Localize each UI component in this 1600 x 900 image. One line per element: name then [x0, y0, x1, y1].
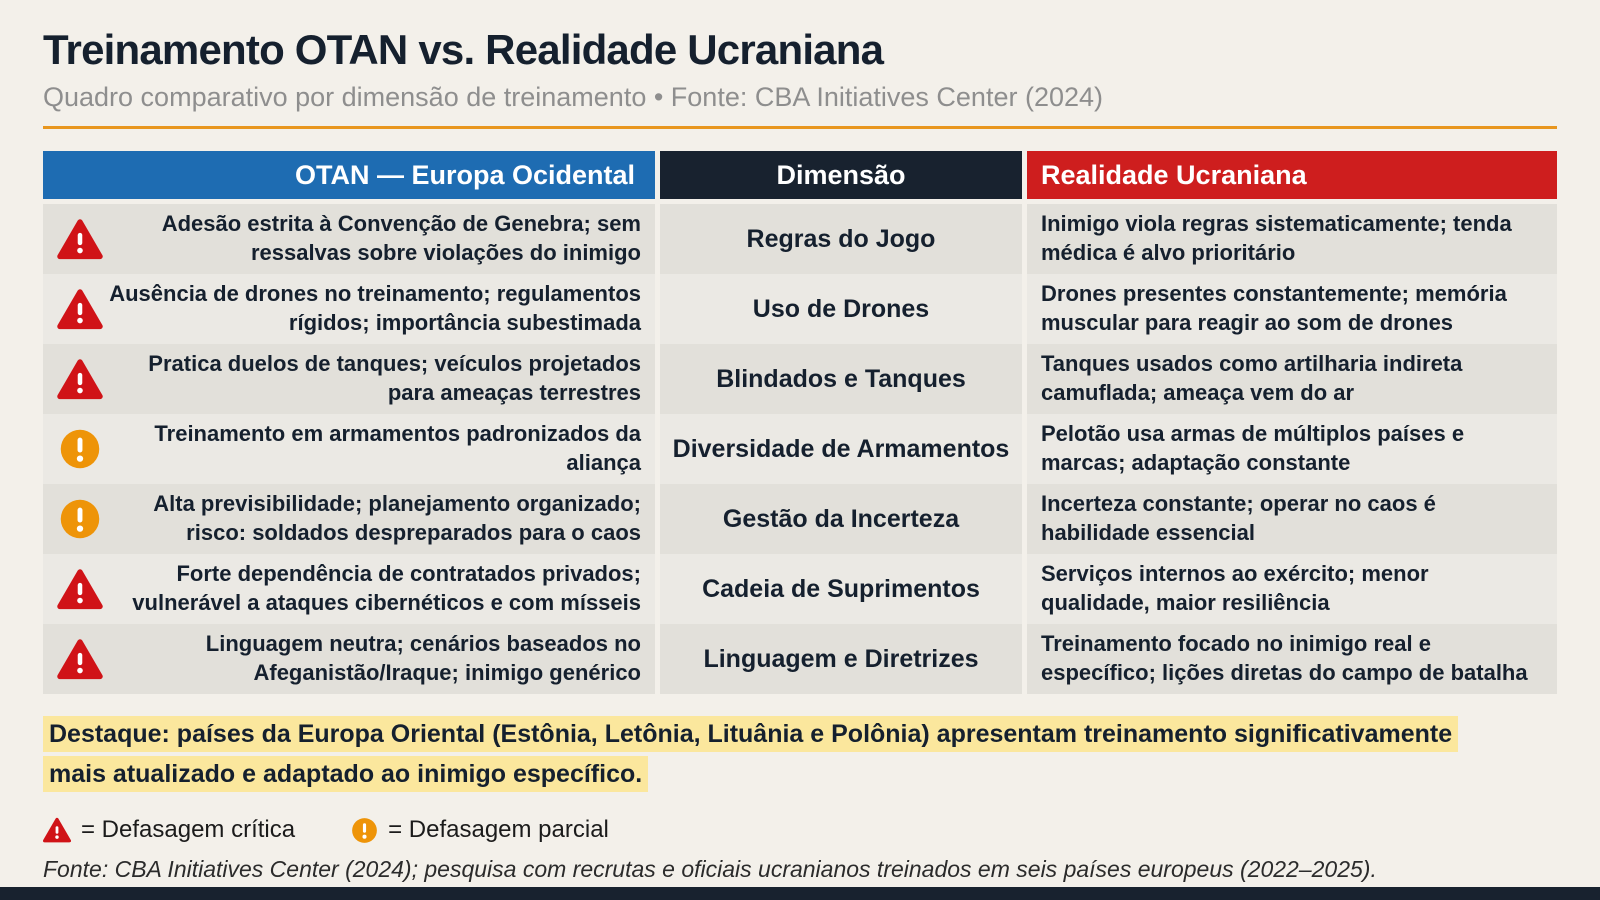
table-row: Ausência de drones no treinamento; regul…: [43, 274, 1557, 344]
ucrania-cell: Inimigo viola regras sistematicamente; t…: [1027, 204, 1557, 274]
otan-cell: Adesão estrita à Convenção de Genebra; s…: [43, 204, 655, 274]
otan-cell: Pratica duelos de tanques; veículos proj…: [43, 344, 655, 414]
legend-partial-label: = Defasagem parcial: [388, 816, 609, 843]
legend-item-partial: = Defasagem parcial: [351, 816, 609, 844]
dimension-cell: Linguagem e Diretrizes: [660, 624, 1022, 694]
otan-text: Adesão estrita à Convenção de Genebra; s…: [161, 211, 641, 265]
otan-text: Ausência de drones no treinamento; regul…: [109, 281, 641, 335]
divider-rule: [43, 126, 1557, 129]
severity-icon-wrap: [51, 638, 109, 680]
dimension-cell: Gestão da Incerteza: [660, 484, 1022, 554]
highlight-callout: Destaque: países da Europa Oriental (Est…: [43, 714, 1513, 794]
table-row: Pratica duelos de tanques; veículos proj…: [43, 344, 1557, 414]
dimension-cell: Diversidade de Armamentos: [660, 414, 1022, 484]
otan-text: Linguagem neutra; cenários baseados no A…: [205, 631, 641, 685]
legend-critical-label: = Defasagem crítica: [81, 816, 296, 843]
dimension-cell: Blindados e Tanques: [660, 344, 1022, 414]
legend-item-critical: = Defasagem crítica: [43, 816, 295, 844]
table-body: Adesão estrita à Convenção de Genebra; s…: [43, 204, 1557, 694]
severity-icon-wrap: [51, 428, 109, 470]
table-row: Treinamento em armamentos padronizados d…: [43, 414, 1557, 484]
severity-icon-wrap: [51, 288, 109, 330]
table-row: Forte dependência de contratados privado…: [43, 554, 1557, 624]
column-header-otan: OTAN — Europa Ocidental: [43, 151, 655, 199]
dimension-cell: Regras do Jogo: [660, 204, 1022, 274]
otan-cell: Forte dependência de contratados privado…: [43, 554, 655, 624]
ucrania-cell: Serviços internos ao exército; menor qua…: [1027, 554, 1557, 624]
warning-triangle-icon: [57, 639, 103, 680]
alert-circle-icon: [60, 429, 100, 469]
table-header-row: OTAN — Europa Ocidental Dimensão Realida…: [43, 151, 1557, 199]
page-subtitle: Quadro comparativo por dimensão de trein…: [43, 82, 1104, 112]
otan-cell: Linguagem neutra; cenários baseados no A…: [43, 624, 655, 694]
ucrania-cell: Pelotão usa armas de múltiplos países e …: [1027, 414, 1557, 484]
legend: = Defasagem crítica = Defasagem parcial: [43, 816, 1557, 844]
ucrania-cell: Drones presentes constantemente; memória…: [1027, 274, 1557, 344]
warning-triangle-icon: [57, 219, 103, 260]
warning-triangle-icon: [57, 359, 103, 400]
source-note: Fonte: CBA Initiatives Center (2024); pe…: [43, 856, 1377, 882]
otan-cell: Ausência de drones no treinamento; regul…: [43, 274, 655, 344]
highlight-text: Destaque: países da Europa Oriental (Est…: [43, 716, 1459, 792]
alert-circle-icon: [60, 499, 100, 539]
ucrania-cell: Tanques usados como artilharia indireta …: [1027, 344, 1557, 414]
dimension-cell: Uso de Drones: [660, 274, 1022, 344]
warning-triangle-icon: [57, 569, 103, 610]
dimension-cell: Cadeia de Suprimentos: [660, 554, 1022, 624]
table-row: Alta previsibilidade; planejamento organ…: [43, 484, 1557, 554]
table-row: Adesão estrita à Convenção de Genebra; s…: [43, 204, 1557, 274]
table-row: Linguagem neutra; cenários baseados no A…: [43, 624, 1557, 694]
otan-text: Forte dependência de contratados privado…: [132, 561, 641, 615]
otan-text: Alta previsibilidade; planejamento organ…: [153, 491, 641, 545]
page-title: Treinamento OTAN vs. Realidade Ucraniana: [43, 26, 884, 73]
otan-text: Treinamento em armamentos padronizados d…: [154, 421, 641, 475]
ucrania-cell: Treinamento focado no inimigo real e esp…: [1027, 624, 1557, 694]
bottom-bar: [0, 887, 1600, 900]
warning-triangle-icon: [43, 817, 71, 843]
warning-triangle-icon: [57, 289, 103, 330]
otan-text: Pratica duelos de tanques; veículos proj…: [148, 351, 641, 405]
comparison-table: OTAN — Europa Ocidental Dimensão Realida…: [43, 151, 1557, 694]
otan-cell: Treinamento em armamentos padronizados d…: [43, 414, 655, 484]
column-header-ucrania: Realidade Ucraniana: [1027, 151, 1557, 199]
ucrania-cell: Incerteza constante; operar no caos é ha…: [1027, 484, 1557, 554]
otan-cell: Alta previsibilidade; planejamento organ…: [43, 484, 655, 554]
alert-circle-icon: [352, 817, 377, 843]
severity-icon-wrap: [51, 218, 109, 260]
column-header-dimensao: Dimensão: [660, 151, 1022, 199]
severity-icon-wrap: [51, 498, 109, 540]
severity-icon-wrap: [51, 568, 109, 610]
severity-icon-wrap: [51, 358, 109, 400]
